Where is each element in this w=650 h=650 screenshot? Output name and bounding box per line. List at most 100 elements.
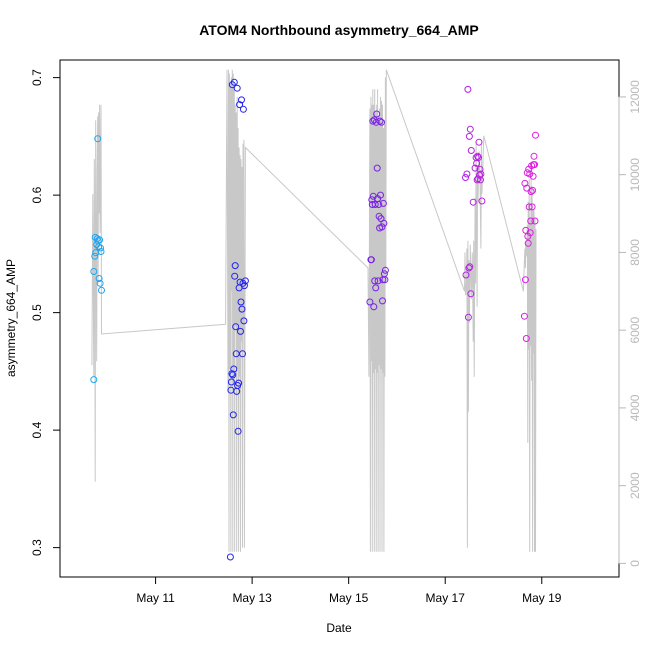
data-point <box>228 370 236 378</box>
data-point <box>90 376 98 384</box>
data-point <box>477 170 485 178</box>
data-point <box>237 327 244 335</box>
data-point <box>98 286 105 294</box>
data-points <box>90 78 539 561</box>
y-tick-label: 0.7 <box>30 69 44 86</box>
x-tick-label: May 15 <box>329 591 369 605</box>
y-axis-left: 0.3 0.4 0.5 0.6 0.7 <box>30 69 60 556</box>
y-axis-right: 0 2000 4000 6000 8000 10000 12000 <box>618 80 642 567</box>
data-point <box>366 298 374 306</box>
x-tick-label: May 13 <box>232 591 272 605</box>
data-point <box>233 84 241 92</box>
data-point <box>96 236 104 244</box>
x-tick-label: May 19 <box>522 591 562 605</box>
data-point <box>372 284 380 292</box>
data-point <box>475 138 483 146</box>
data-point <box>374 277 382 285</box>
data-point <box>226 553 234 561</box>
chart-title: ATOM4 Northbound asymmetry_664_AMP <box>199 22 479 38</box>
data-point <box>521 276 529 284</box>
data-point <box>229 411 237 419</box>
y-tick-label: 0.4 <box>30 421 44 438</box>
data-point <box>96 279 104 287</box>
data-point <box>227 378 235 386</box>
right-axis-series <box>91 69 537 552</box>
y2-tick-label: 2000 <box>628 472 642 499</box>
data-point <box>471 164 479 172</box>
data-point <box>532 131 539 139</box>
data-point <box>373 110 381 118</box>
data-point <box>230 78 238 86</box>
data-point <box>476 165 484 173</box>
data-point <box>467 290 475 298</box>
data-point <box>238 305 246 313</box>
data-point <box>529 172 537 180</box>
data-point <box>240 317 248 325</box>
data-point <box>379 199 387 207</box>
data-point <box>523 184 531 192</box>
data-point <box>531 161 538 169</box>
data-point <box>525 203 533 211</box>
data-point <box>90 268 98 275</box>
data-point <box>527 188 535 196</box>
x-tick-label: May 17 <box>426 591 466 605</box>
data-point <box>528 203 536 211</box>
data-point <box>524 232 532 240</box>
data-point <box>378 223 386 231</box>
data-point <box>373 164 381 172</box>
data-point <box>463 170 471 178</box>
data-point <box>475 154 482 161</box>
data-point <box>375 212 383 220</box>
y-tick-label: 0.3 <box>30 539 44 556</box>
data-point <box>465 264 473 272</box>
data-point <box>520 312 528 320</box>
data-point <box>378 118 385 126</box>
data-point <box>464 85 472 93</box>
series-line-right <box>91 69 537 552</box>
data-point <box>467 147 475 154</box>
y-tick-label: 0.5 <box>30 304 44 321</box>
data-point <box>375 201 383 208</box>
data-point <box>466 263 474 271</box>
data-point <box>380 219 388 227</box>
data-point <box>371 277 379 285</box>
data-point <box>521 179 529 187</box>
y2-tick-label: 0 <box>628 560 642 567</box>
data-point <box>230 365 238 373</box>
x-tick-label: May 11 <box>136 591 175 605</box>
data-point <box>238 96 245 104</box>
data-point <box>530 152 538 160</box>
data-point <box>381 266 389 274</box>
y-axis-label: asymmetry_664_AMP <box>4 259 18 377</box>
data-point <box>462 271 470 279</box>
data-point <box>234 427 242 435</box>
data-point <box>231 272 239 280</box>
data-point <box>372 118 380 126</box>
data-point <box>478 197 486 205</box>
data-point <box>94 135 102 143</box>
data-point <box>466 125 474 133</box>
data-point <box>526 229 534 237</box>
data-point <box>469 198 477 206</box>
data-point <box>237 298 245 306</box>
data-point <box>91 252 99 260</box>
data-point <box>239 105 247 113</box>
data-point <box>462 174 469 181</box>
data-point <box>377 191 384 199</box>
y2-tick-label: 4000 <box>628 394 642 421</box>
x-axis-label: Date <box>326 621 352 635</box>
data-point <box>97 244 104 252</box>
data-point <box>367 256 375 264</box>
data-point <box>369 117 377 125</box>
data-point <box>241 277 249 285</box>
data-point <box>531 217 539 225</box>
data-point <box>381 276 389 284</box>
y2-tick-label: 12000 <box>628 80 642 114</box>
y2-tick-label: 6000 <box>628 317 642 344</box>
data-point <box>231 262 239 270</box>
y-tick-label: 0.6 <box>30 186 44 203</box>
data-point <box>379 297 386 305</box>
data-point <box>371 201 379 208</box>
data-point <box>522 335 530 342</box>
